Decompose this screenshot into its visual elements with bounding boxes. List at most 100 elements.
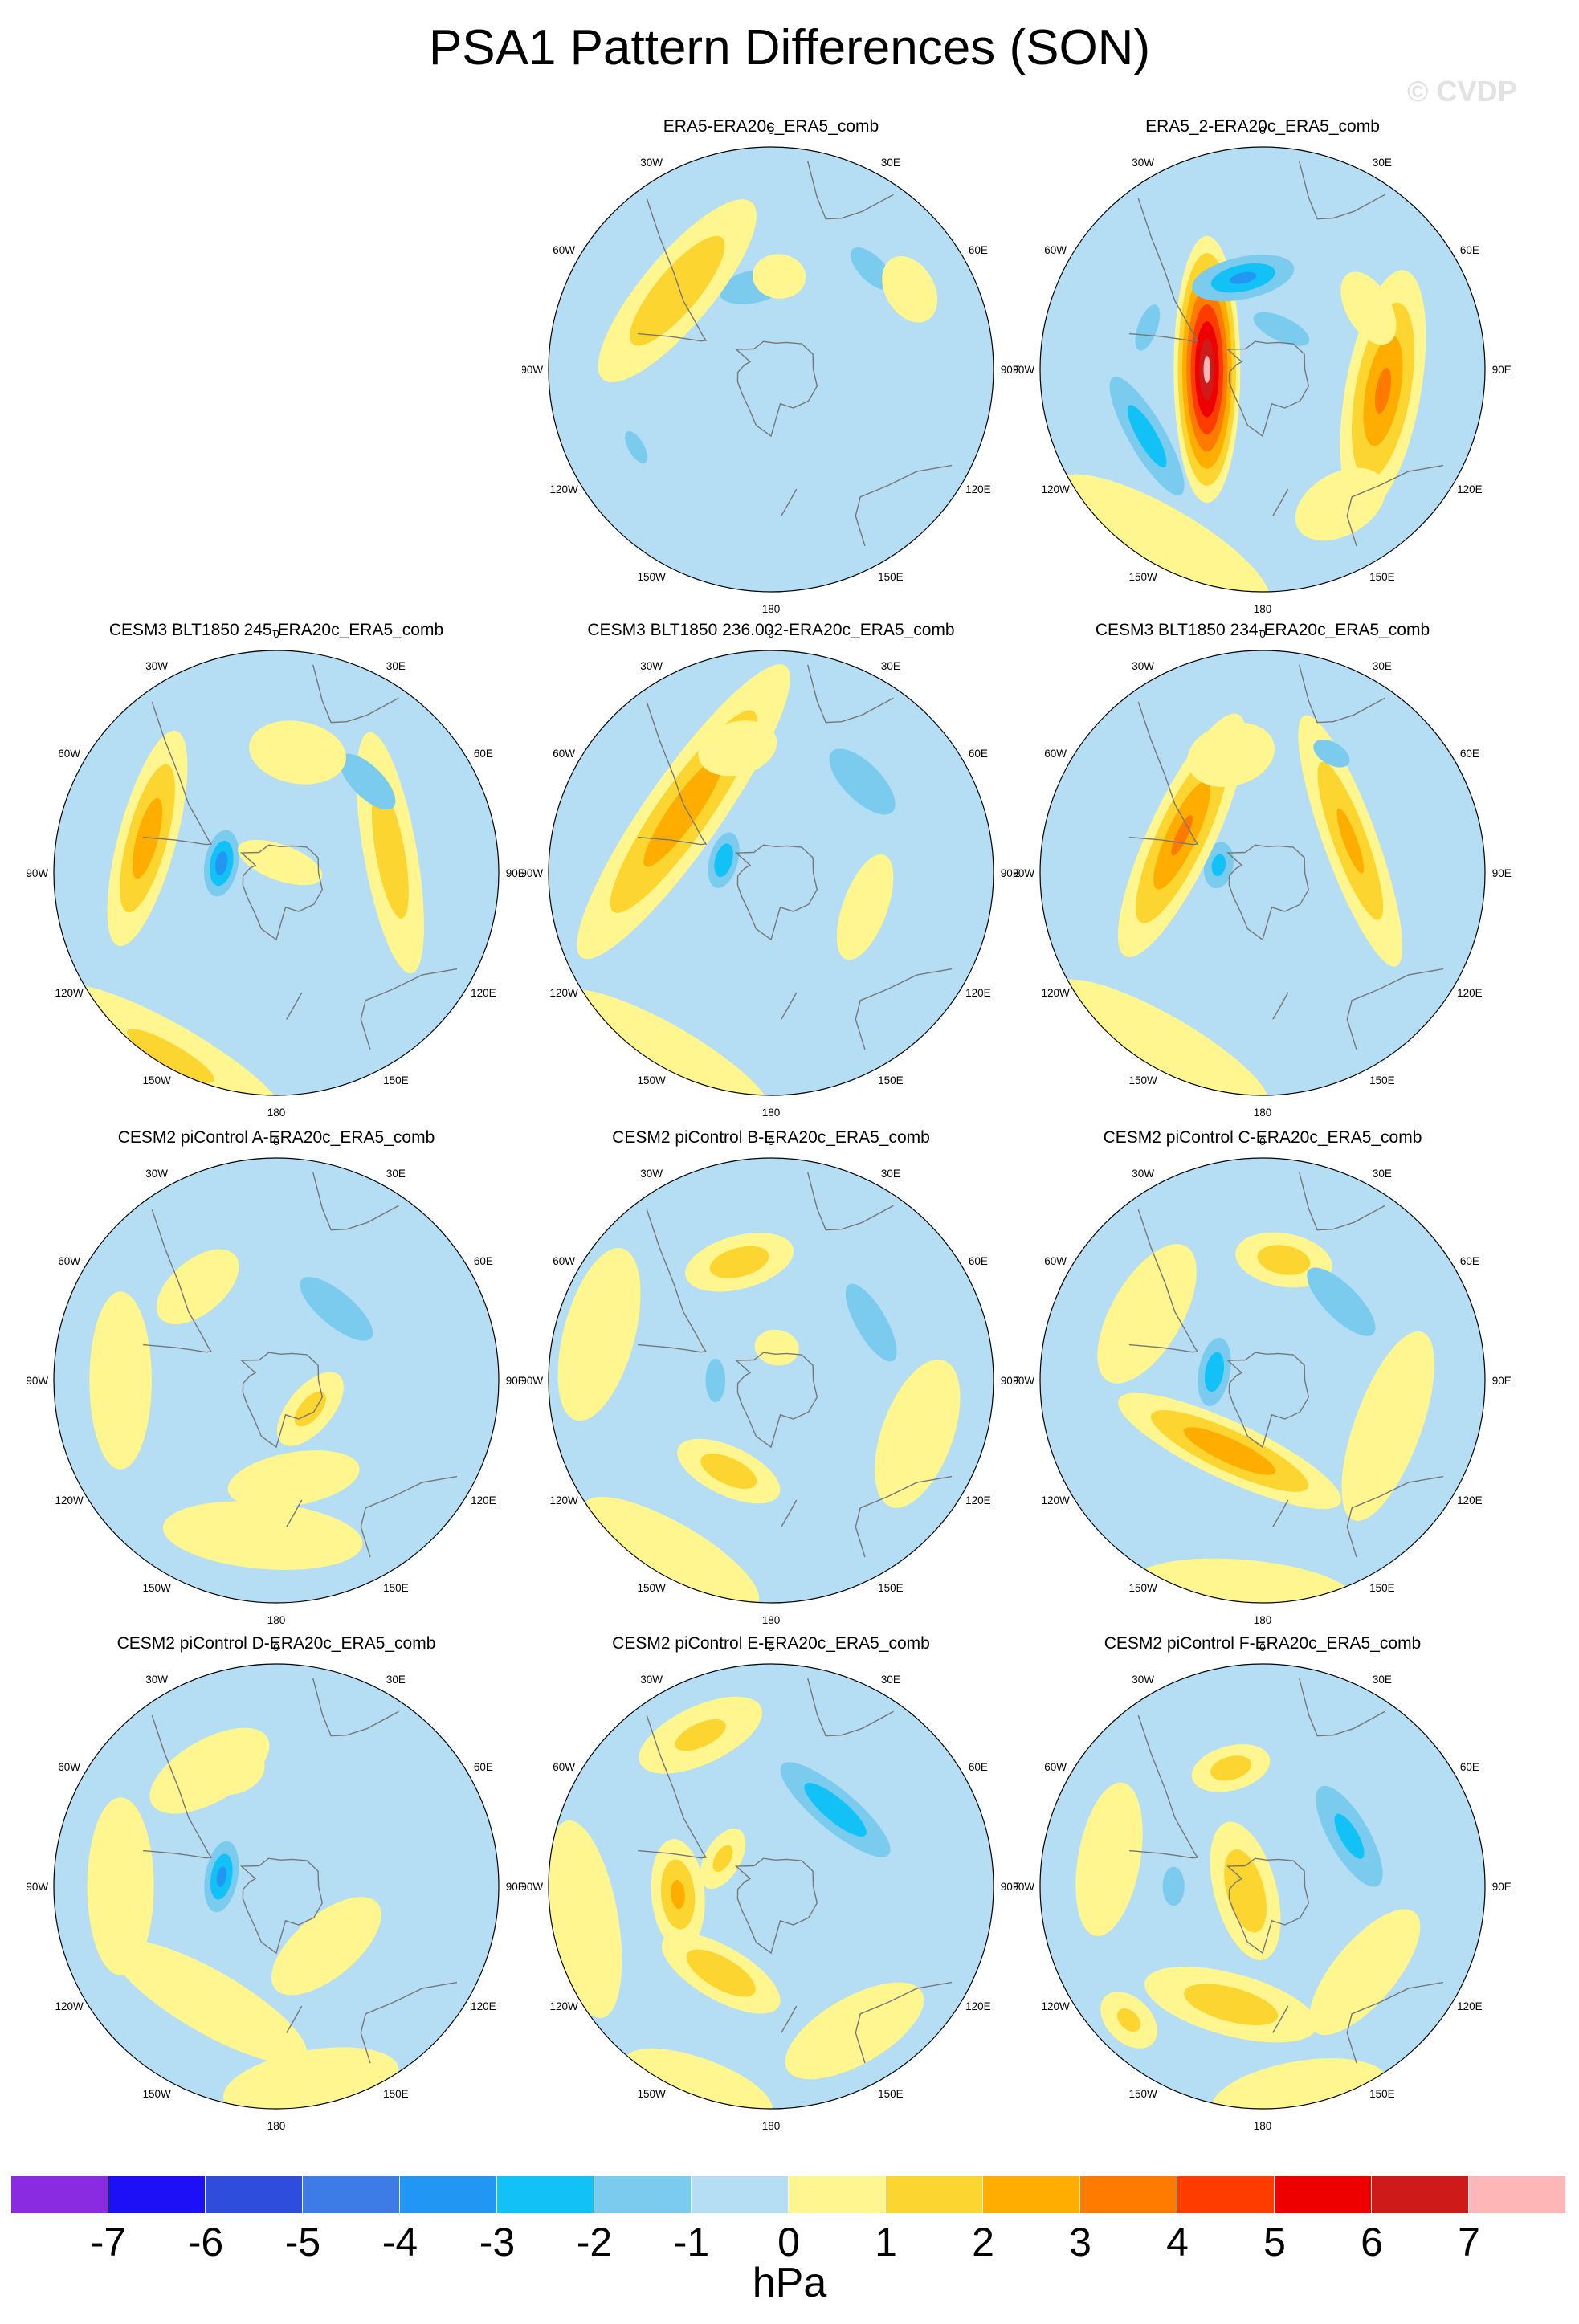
positive-anomaly-contour	[1055, 474, 1271, 592]
panel-title: CESM2 piControl F-ERA20c_ERA5_comb	[1104, 1634, 1422, 1653]
coastline	[360, 1981, 458, 2064]
negative-anomaly-contour	[829, 748, 896, 815]
longitude-label: 90E	[1001, 1881, 1020, 1893]
longitude-label: 30E	[386, 660, 406, 672]
negative-anomaly-contour	[1204, 1352, 1225, 1392]
longitude-label: 90W	[522, 1881, 543, 1893]
longitude-label: 150W	[637, 1074, 666, 1087]
longitude-label: 120E	[1457, 1494, 1483, 1507]
positive-anomaly-contour	[1187, 722, 1275, 787]
colorbar-box	[692, 2176, 789, 2213]
longitude-label: 60E	[969, 1761, 988, 1773]
longitude-label: 150E	[1369, 2088, 1395, 2100]
longitude-label: 120E	[471, 1494, 496, 1507]
longitude-label: 150W	[142, 2088, 171, 2100]
coastline	[807, 1172, 894, 1231]
map-boundary	[1039, 146, 1486, 593]
map-boundary	[548, 1157, 994, 1604]
longitude-label: 60W	[1044, 1761, 1067, 1773]
longitude-label: 180	[1254, 603, 1272, 615]
colorbar-box	[1275, 2176, 1372, 2213]
coastline	[638, 198, 708, 342]
map-background-anomaly	[1040, 650, 1485, 1095]
map-panel: CESM2 piControl D-ERA20c_ERA5_comb 0 30E 60…	[27, 1633, 525, 2139]
longitude-label: 150W	[637, 1582, 666, 1594]
positive-anomaly-contour	[1341, 1331, 1434, 1521]
negative-anomaly-contour	[300, 1277, 373, 1341]
panel-title: CESM3 BLT1850 236.002-ERA20c_ERA5_comb	[587, 621, 955, 639]
longitude-label: 180	[267, 2120, 286, 2132]
longitude-label: 180	[762, 2120, 781, 2132]
negative-anomaly-contour	[1211, 854, 1226, 877]
negative-anomaly-contour	[714, 843, 733, 878]
colorbar-tick-label: -6	[187, 2220, 224, 2265]
panel-title: CESM2 piControl E-ERA20c_ERA5_comb	[612, 1634, 930, 1653]
coastline	[735, 1857, 818, 1955]
longitude-label: 30E	[1373, 1674, 1392, 1686]
positive-anomaly-contour	[882, 256, 938, 323]
map-panel: ERA5_2-ERA20c_ERA5_comb 0 30E 60E 90E 120E 150…	[1014, 116, 1512, 622]
polar-map: 0 30E 60E 90E 120E 150E 180 150W 120W 90W 60W 30W	[27, 1135, 525, 1626]
positive-anomaly-contour	[1257, 1245, 1311, 1275]
positive-anomaly-contour	[1055, 979, 1270, 1095]
colorbar-tick-label: 3	[1069, 2220, 1091, 2265]
negative-anomaly-contour	[1135, 304, 1161, 351]
positive-anomaly-contour	[1183, 1427, 1276, 1475]
colorbar-box	[1469, 2176, 1566, 2213]
longitude-label: 120E	[1457, 2000, 1483, 2012]
longitude-label: 120W	[549, 1494, 578, 1507]
panel-title: ERA5-ERA20c_ERA5_comb	[663, 117, 879, 136]
longitude-label: 60E	[1460, 244, 1479, 256]
longitude-label: 30W	[145, 1168, 168, 1180]
positive-anomaly-contour	[698, 720, 777, 777]
longitude-label: 30W	[1132, 157, 1154, 169]
longitude-label: 150W	[1128, 1074, 1157, 1087]
longitude-label: 60W	[58, 748, 80, 760]
longitude-label: 0	[768, 1135, 774, 1148]
negative-anomaly-contour	[1334, 1813, 1365, 1859]
negative-anomaly-contour	[339, 753, 396, 810]
colorbar-tick-label: -1	[673, 2220, 710, 2265]
colorbar-tick-label: -2	[576, 2220, 613, 2265]
colorbar-units-label: hPa	[752, 2260, 827, 2306]
positive-anomaly-contour	[625, 2048, 773, 2109]
positive-anomaly-contour	[675, 1719, 726, 1751]
coastline	[1129, 1209, 1199, 1353]
longitude-label: 180	[762, 603, 781, 615]
positive-anomaly-contour	[1374, 368, 1392, 414]
coastline	[143, 1714, 213, 1859]
coastline	[1129, 198, 1199, 342]
negative-anomaly-contour	[1307, 1267, 1376, 1336]
longitude-label: 60E	[474, 748, 493, 760]
longitude-label: 0	[768, 124, 774, 137]
negative-anomaly-contour	[845, 1283, 897, 1362]
coastline	[735, 1352, 818, 1449]
colorbar-tick-label: 1	[875, 2220, 897, 2265]
positive-anomaly-contour	[671, 1880, 685, 1910]
colorbar-box	[789, 2176, 886, 2213]
longitude-label: 150W	[1128, 1582, 1157, 1594]
positive-anomaly-contour	[836, 854, 894, 960]
panel-title: CESM2 piControl D-ERA20c_ERA5_comb	[116, 1634, 436, 1653]
longitude-label: 60E	[1460, 1761, 1479, 1773]
coastline	[638, 1714, 708, 1859]
coastline	[1299, 161, 1385, 220]
coastline	[143, 1209, 213, 1353]
coastline	[143, 701, 213, 846]
longitude-label: 30E	[1373, 660, 1392, 672]
positive-anomaly-contour	[1210, 1755, 1252, 1781]
positive-anomaly-contour	[1224, 1849, 1267, 1933]
longitude-label: 150E	[878, 2088, 904, 2100]
coastline	[855, 968, 953, 1050]
colorbar-box	[886, 2176, 983, 2213]
polar-map: 0 30E 60E 90E 120E 150E 180 150W 120W 90W 60W 30W	[27, 628, 525, 1119]
colorbar-box	[11, 2176, 108, 2213]
colorbar-tick-label: 4	[1166, 2220, 1189, 2265]
positive-anomaly-contour	[1309, 1909, 1421, 2036]
panel-title: CESM3 BLT1850 234-ERA20c_ERA5_comb	[1095, 621, 1430, 639]
panel-title: CESM2 piControl C-ERA20c_ERA5_comb	[1103, 1128, 1422, 1147]
longitude-label: 30W	[145, 1674, 168, 1686]
longitude-label: 180	[1254, 1614, 1272, 1626]
longitude-label: 60W	[553, 1761, 575, 1773]
longitude-label: 180	[1254, 1107, 1272, 1119]
